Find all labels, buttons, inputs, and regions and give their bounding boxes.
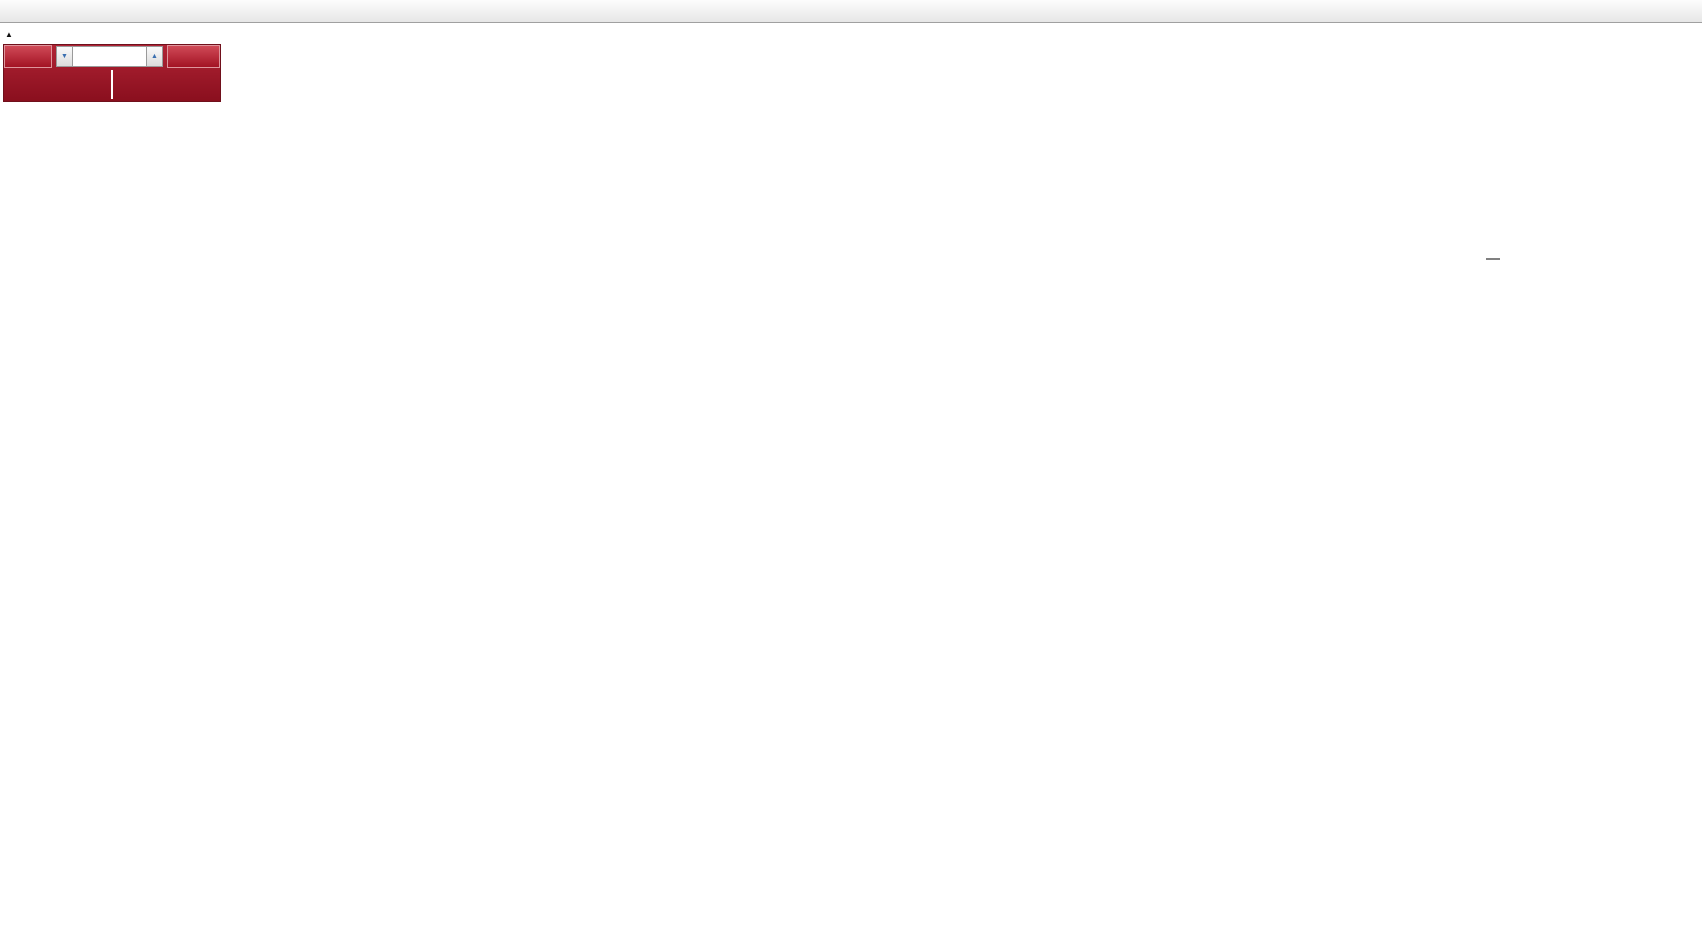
volume-input[interactable] — [73, 46, 146, 67]
volume-stepper: ▼ ▲ — [56, 46, 163, 67]
one-click-row-buttons: ▼ ▲ — [4, 45, 220, 68]
sell-price[interactable] — [4, 68, 111, 101]
symbol-marker-icon: ▲ — [5, 30, 13, 39]
buy-price[interactable] — [113, 68, 220, 101]
one-click-trading-panel: ▼ ▲ — [3, 44, 221, 102]
one-click-row-prices — [4, 68, 220, 101]
sell-button[interactable] — [4, 45, 52, 68]
buy-button[interactable] — [167, 45, 220, 68]
chart-ohlc-header: ▲ — [5, 28, 22, 40]
volume-increase-button[interactable]: ▲ — [146, 46, 163, 67]
toolbar — [0, 0, 1702, 23]
annotation-textbox[interactable] — [1486, 258, 1500, 260]
price-divider — [111, 70, 113, 99]
volume-decrease-button[interactable]: ▼ — [56, 46, 73, 67]
